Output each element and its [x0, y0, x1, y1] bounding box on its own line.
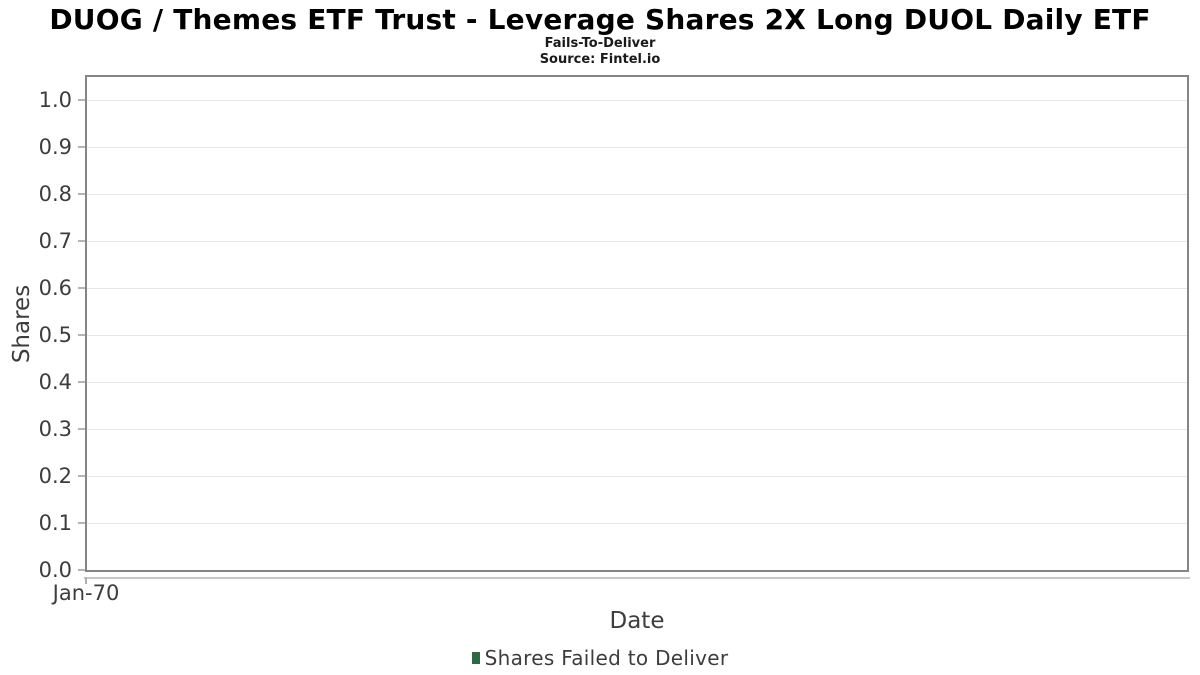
y-tick-label: 0.5	[38, 323, 72, 347]
chart-source: Source: Fintel.io	[539, 52, 661, 67]
y-tick-label: 0.3	[38, 417, 72, 441]
x-axis-title: Date	[609, 608, 665, 634]
gridline	[87, 476, 1187, 477]
gridline	[87, 335, 1187, 336]
legend-item[interactable]: Shares Failed to Deliver	[471, 646, 729, 670]
y-tick-label: 1.0	[38, 88, 72, 112]
gridline	[87, 288, 1187, 289]
y-tick-label: 0.9	[38, 135, 72, 159]
y-tick-label: 0.4	[38, 370, 72, 394]
y-tick-mark	[78, 428, 86, 430]
chart-title: DUOG / Themes ETF Trust - Leverage Share…	[49, 3, 1151, 36]
y-tick-mark	[78, 146, 86, 148]
gridline	[87, 429, 1187, 430]
y-tick-label: 0.6	[38, 276, 72, 300]
y-tick-mark	[78, 240, 86, 242]
gridline	[87, 382, 1187, 383]
x-tick-mark	[85, 577, 87, 584]
y-tick-mark	[78, 522, 86, 524]
gridline	[87, 194, 1187, 195]
y-tick-label: 0.2	[38, 464, 72, 488]
plot-area	[85, 75, 1189, 572]
legend-swatch-icon	[471, 652, 480, 664]
y-tick-mark	[78, 287, 86, 289]
x-tick-label: Jan-70	[52, 581, 120, 605]
chart-subtitle: Fails-To-Deliver	[544, 36, 656, 51]
legend: Shares Failed to Deliver	[0, 646, 1200, 670]
x-axis-line	[84, 577, 1190, 579]
y-tick-mark	[78, 334, 86, 336]
y-tick-mark	[78, 99, 86, 101]
y-tick-label: 0.7	[38, 229, 72, 253]
y-tick-mark	[78, 475, 86, 477]
y-tick-mark	[78, 569, 86, 571]
y-tick-mark	[78, 381, 86, 383]
gridline	[87, 523, 1187, 524]
y-tick-label: 0.1	[38, 511, 72, 535]
y-tick-mark	[78, 193, 86, 195]
gridline	[87, 100, 1187, 101]
y-tick-label: 0.8	[38, 182, 72, 206]
legend-label: Shares Failed to Deliver	[484, 646, 729, 670]
gridline	[87, 147, 1187, 148]
y-tick-label: 0.0	[38, 558, 72, 582]
gridline	[87, 241, 1187, 242]
